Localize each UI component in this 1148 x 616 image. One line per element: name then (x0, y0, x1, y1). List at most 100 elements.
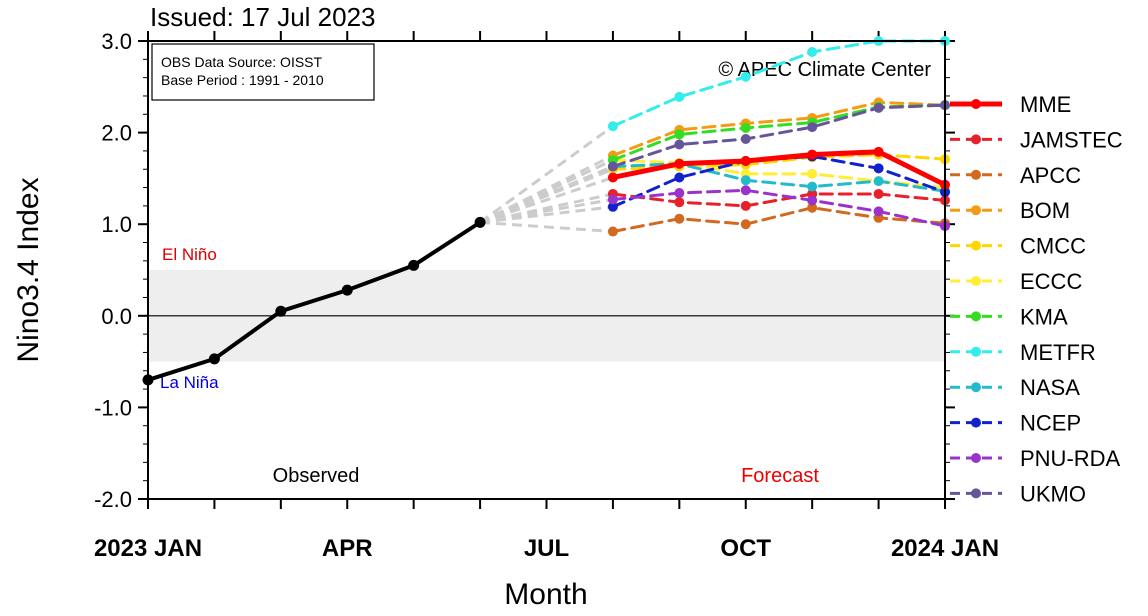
y-tick-label: -2.0 (94, 487, 132, 512)
series-point (807, 46, 818, 57)
series-line (611, 188, 947, 228)
series-point (873, 163, 884, 174)
legend-item-metfr: METFR (950, 340, 1096, 365)
series-line (611, 103, 947, 168)
observed-point (208, 353, 220, 365)
legend-marker (971, 488, 981, 499)
x-tick-label: JUL (524, 535, 569, 562)
x-tick-label: 2023 JAN (94, 535, 202, 562)
series-point (740, 155, 751, 166)
legend-item-bom: BOM (950, 198, 1070, 223)
series-point (807, 202, 818, 213)
legend-item-apcc: APCC (950, 163, 1081, 188)
series-point (873, 188, 884, 199)
legend-label: NASA (1020, 375, 1080, 400)
observed-point (275, 305, 287, 317)
fan-line (479, 165, 614, 224)
series-point (607, 201, 618, 212)
x-tick-label: OCT (720, 535, 771, 562)
series-point (873, 146, 884, 157)
legend-item-ncep: NCEP (950, 411, 1081, 436)
el-nino-label: El Niño (162, 245, 217, 264)
fan-line (479, 197, 614, 224)
x-axis: 2023 JAN APR JUL OCT 2024 JAN (94, 31, 999, 562)
series-point (674, 172, 685, 183)
series-point (674, 158, 685, 169)
legend-label: MME (1020, 92, 1071, 117)
legend-marker (971, 276, 981, 286)
legend-marker (971, 382, 981, 393)
series-point (873, 176, 884, 187)
series-point (607, 161, 618, 172)
legend-marker (971, 346, 981, 357)
observed-line (147, 220, 482, 382)
series-point (873, 206, 884, 217)
x-tick-label: 2024 JAN (891, 535, 999, 562)
series-point (740, 185, 751, 196)
legend-label: APCC (1020, 163, 1081, 188)
series-point (807, 168, 818, 179)
legend-marker (971, 240, 981, 251)
legend-marker (971, 417, 981, 428)
legend-label: NCEP (1020, 411, 1081, 436)
legend-item-pnu-rda: PNU-RDA (950, 446, 1121, 471)
info-box-line-2: Base Period : 1991 - 2010 (161, 72, 324, 88)
series-point (607, 121, 618, 132)
series-point (740, 134, 751, 145)
forecast-fan-lines (479, 124, 614, 234)
legend-marker (971, 453, 981, 463)
series-point (873, 102, 884, 113)
series-line (611, 206, 947, 234)
series-point (607, 226, 618, 237)
legend-item-kma: KMA (950, 304, 1068, 329)
series-ukmo (607, 100, 950, 172)
legend-item-jamstec: JAMSTEC (950, 127, 1123, 152)
y-tick-label: 1.0 (101, 212, 132, 237)
y-tick-label: 3.0 (101, 29, 132, 54)
series-point (674, 213, 685, 224)
legend-label: METFR (1020, 340, 1096, 365)
series-point (740, 71, 751, 82)
y-tick-label: 2.0 (101, 121, 132, 146)
legend-item-mme: MME (950, 92, 1071, 117)
copyright-text: © APEC Climate Center (718, 59, 931, 81)
observed-label: Observed (273, 465, 360, 487)
series-point (807, 149, 818, 160)
observed-series (142, 216, 486, 386)
series-point (674, 139, 685, 150)
x-axis-label: Month (504, 578, 587, 611)
fan-line (479, 220, 614, 234)
legend-marker (971, 311, 981, 322)
series-point (674, 188, 685, 199)
x-tick-label: APR (322, 535, 373, 562)
chart-title: Issued: 17 Jul 2023 (150, 2, 376, 32)
series-point (740, 200, 751, 211)
legend: MME JAMSTEC APCC BOM CMCC ECCC KMA METFR NASA NCE… (950, 92, 1123, 506)
series-point (607, 194, 618, 205)
legend-item-ukmo: UKMO (950, 481, 1086, 506)
series-line (610, 149, 948, 188)
legend-label: KMA (1020, 304, 1068, 329)
series-point (674, 197, 685, 208)
observed-point (408, 259, 420, 271)
y-axis-label: Nino3.4 Index (12, 177, 45, 362)
info-box: OBS Data Source: OISST Base Period : 199… (151, 43, 375, 101)
legend-item-eccc: ECCC (950, 269, 1082, 294)
legend-item-nasa: NASA (950, 375, 1080, 400)
legend-label: UKMO (1020, 481, 1086, 506)
y-tick-label: -1.0 (94, 395, 132, 420)
legend-marker (971, 99, 981, 109)
legend-label: JAMSTEC (1020, 127, 1123, 152)
legend-label: PNU-RDA (1020, 446, 1121, 471)
fan-line (479, 124, 614, 224)
y-tick-label: 0.0 (101, 304, 132, 329)
series-line (611, 192, 947, 208)
series-line (611, 100, 947, 157)
series-point (674, 91, 685, 102)
series-point (674, 129, 685, 140)
la-nina-label: La Niña (160, 373, 219, 392)
series-point (807, 181, 818, 192)
series-point (807, 195, 818, 206)
series-point (607, 172, 618, 183)
legend-marker (971, 169, 981, 180)
